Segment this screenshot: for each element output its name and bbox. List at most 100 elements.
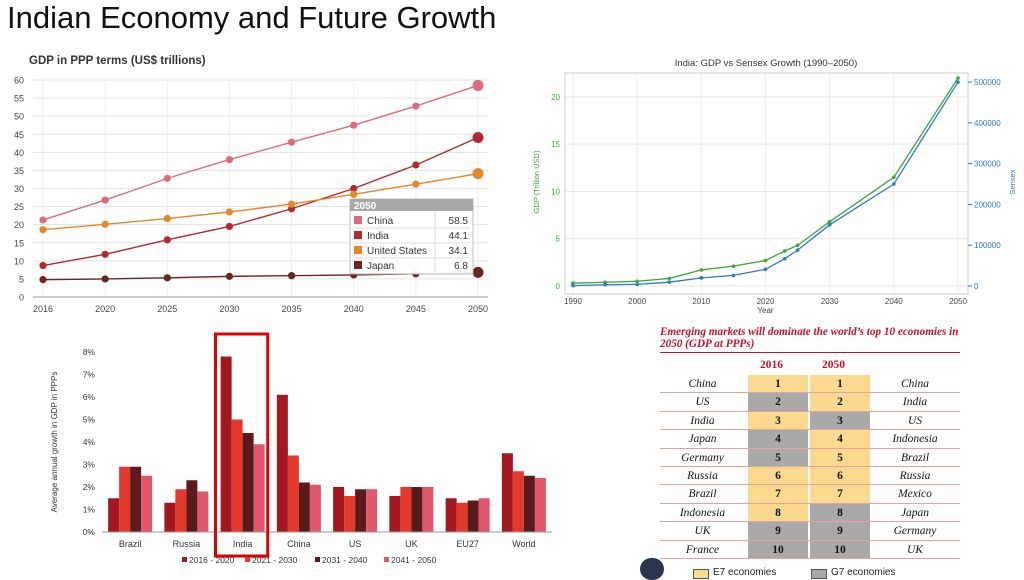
tooltip-header: 2050 — [354, 201, 377, 212]
rank-2050: 4 — [837, 433, 843, 446]
col-header-2016: 2016 — [760, 359, 783, 371]
bar-eu27-3 — [467, 500, 479, 532]
row-divider — [660, 539, 960, 541]
data-point — [350, 121, 358, 129]
y-tick-label: 20 — [551, 93, 560, 102]
row-divider — [660, 502, 960, 504]
y-tick-label: 30 — [14, 184, 24, 194]
bar-china-3 — [298, 482, 310, 532]
country-2050: Russia — [899, 470, 931, 482]
rank-2016: 2 — [775, 396, 781, 409]
x-tick-label: 2050 — [468, 304, 488, 314]
tooltip-swatch — [354, 216, 362, 224]
y-axis-title: GDP (Trillion USD) — [532, 150, 541, 213]
y-tick-label: 40 — [14, 148, 24, 158]
data-point — [225, 155, 234, 164]
series-line-gdp — [572, 77, 959, 284]
rank-2050: 3 — [837, 414, 843, 427]
legend-label: 2041 - 2050 — [391, 555, 437, 565]
bar-eu27-2 — [456, 502, 468, 532]
x-tick-label: 2016 — [33, 304, 53, 314]
x-tick-label: 2020 — [95, 304, 115, 314]
country-2050: Mexico — [898, 488, 932, 501]
tooltip-swatch — [354, 261, 362, 269]
x-tick-label: US — [349, 539, 362, 549]
bar-russia-4 — [197, 491, 209, 532]
bar-uk-4 — [422, 487, 434, 532]
country-2016: Indonesia — [679, 506, 726, 519]
y-tick-label: 10 — [14, 256, 24, 266]
table-row: US 2 2 India — [660, 393, 960, 412]
bar-india-4 — [253, 444, 265, 532]
data-point — [571, 283, 575, 288]
row-divider — [660, 557, 960, 559]
rank-cell-bg — [748, 393, 808, 412]
gdp-ppp-line-chart: GDP in PPP terms (US$ trillions) 0 5 10 15 2… — [14, 55, 488, 314]
bar-us-1 — [333, 487, 345, 532]
country-2016: Germany — [681, 451, 724, 464]
data-point — [956, 80, 960, 84]
data-point — [472, 79, 484, 91]
y-axis-title: Average annual growth in GDP in PPPs — [50, 372, 59, 513]
y-tick-label: 60 — [14, 76, 24, 86]
data-point — [101, 250, 109, 258]
data-point — [350, 184, 358, 193]
x-tick-label: China — [287, 539, 311, 549]
data-point — [892, 182, 896, 186]
data-point — [225, 272, 234, 280]
bar-russia-2 — [175, 489, 187, 532]
rank-cell-bg — [810, 375, 870, 394]
logo-badge-icon — [640, 558, 664, 580]
y2-tick-label: 300000 — [974, 160, 1001, 169]
series-line-sensex — [572, 81, 959, 287]
data-point — [163, 236, 171, 244]
country-2016: China — [688, 378, 717, 390]
bar-eu27-1 — [445, 498, 457, 532]
bar-eu27-4 — [478, 498, 490, 532]
data-point — [101, 275, 109, 283]
rank-cell-bg — [748, 503, 808, 523]
data-point — [699, 276, 704, 280]
rank-cell-bg — [810, 522, 870, 541]
table-row: Brazil 7 7 Mexico — [660, 485, 960, 504]
bar-russia-1 — [164, 502, 176, 532]
data-point — [782, 256, 787, 261]
chart-title: GDP in PPP terms (US$ trillions) — [29, 55, 206, 67]
data-point — [412, 161, 420, 169]
rank-2050: 2 — [837, 396, 843, 409]
tooltip-value: 34.1 — [449, 246, 469, 257]
data-point — [225, 222, 234, 231]
y-tick-label: 5 — [19, 274, 24, 284]
bar-uk-2 — [400, 487, 412, 532]
series-line-china — [42, 84, 479, 221]
table-row: Indonesia 8 8 Japan — [660, 504, 960, 523]
chart-title: India: GDP vs Sensex Growth (1990–2050) — [675, 58, 858, 69]
y-tick-label: 0% — [83, 527, 96, 537]
rank-2050: 6 — [837, 470, 843, 482]
slide-title: Indian Economy and Future Growth — [7, 0, 497, 35]
data-point — [827, 219, 832, 224]
data-point — [39, 261, 47, 270]
country-2016: France — [685, 543, 720, 556]
table-row: Germany 5 5 Brazil — [660, 449, 960, 467]
rank-cell-bg — [810, 485, 870, 504]
country-2050: India — [902, 396, 928, 409]
country-2016: US — [695, 396, 710, 409]
country-2050: Germany — [893, 525, 937, 538]
legend-label: 2016 - 2020 — [189, 555, 235, 565]
bar-brazil-2 — [119, 466, 131, 532]
tooltip-label: China — [367, 216, 394, 227]
country-2050: Indonesia — [892, 433, 938, 446]
rank-2050: 10 — [834, 543, 846, 556]
rank-cell-bg — [810, 448, 870, 467]
highlight-box — [214, 332, 270, 558]
x-tick-label: World — [512, 539, 535, 549]
growth-bar-chart: 0% 1% 2% 3% 4% 5% 6% 7% 8% Average annual growth … — [50, 332, 552, 565]
data-point — [412, 102, 420, 110]
bar-us-2 — [344, 496, 356, 532]
y2-axis-title: Sensex — [1008, 169, 1017, 194]
bar-world-1 — [501, 453, 513, 532]
data-point — [635, 282, 639, 287]
series-line-united-states — [42, 172, 479, 231]
data-point — [287, 272, 296, 280]
